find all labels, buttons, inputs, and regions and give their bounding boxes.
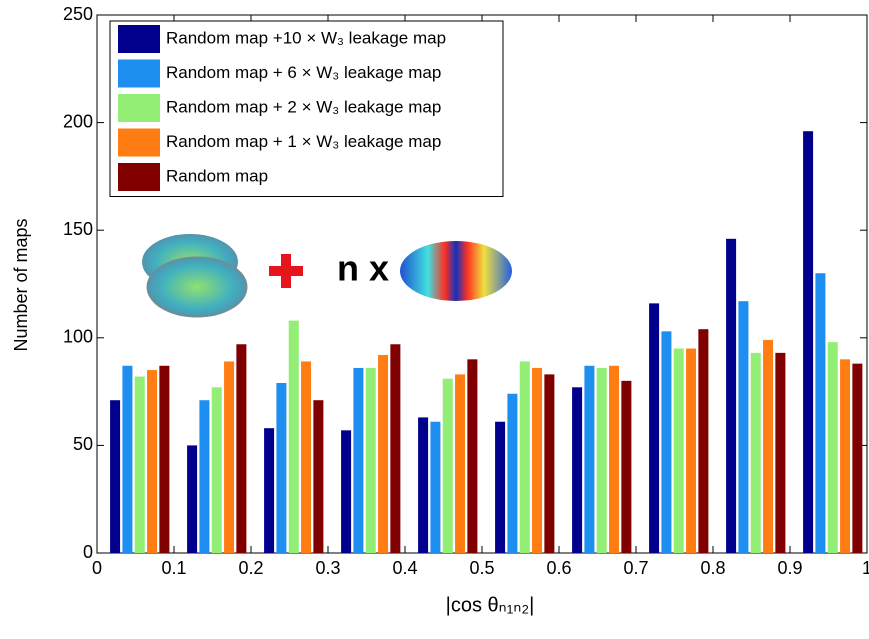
x-tick-label: 0.8 (700, 558, 725, 578)
bar (673, 348, 684, 553)
bar (390, 344, 401, 553)
leakage-map (400, 241, 512, 301)
bar (430, 421, 441, 553)
x-tick-label: 0.7 (623, 558, 648, 578)
bar (852, 363, 863, 553)
bar (609, 365, 620, 553)
bar (211, 387, 222, 553)
bar (378, 355, 389, 553)
bar (455, 374, 466, 553)
legend-box (109, 20, 504, 197)
y-tick-label: 150 (63, 219, 93, 239)
bar (815, 273, 826, 553)
x-tick-label: 0.4 (392, 558, 417, 578)
legend-label: Random map +10 × W₃ leakage map (166, 28, 446, 47)
bar (365, 367, 376, 553)
y-tick-label: 50 (73, 434, 93, 454)
x-tick-label: 0.1 (161, 558, 186, 578)
bar (738, 301, 749, 553)
bar (442, 378, 453, 553)
legend-swatch (118, 94, 160, 122)
bar (532, 367, 543, 553)
x-tick-label: 0.9 (777, 558, 802, 578)
bar (519, 361, 530, 553)
bar (199, 400, 210, 553)
bar (236, 344, 247, 553)
y-tick-label: 100 (63, 327, 93, 347)
bar (572, 387, 583, 553)
bar (134, 376, 145, 553)
legend-swatch (118, 163, 160, 191)
bar (147, 370, 158, 553)
legend-swatch (118, 128, 160, 157)
legend-label: Random map (166, 166, 268, 185)
bar (584, 365, 595, 553)
bar (827, 342, 838, 553)
bar (661, 331, 672, 553)
bar (763, 339, 774, 553)
x-tick-label: 0 (92, 558, 102, 578)
x-tick-label: 0.3 (315, 558, 340, 578)
y-axis-label: Number of maps (11, 218, 31, 351)
annotation: n x (337, 248, 389, 289)
x-axis-label: |cos θₙ₁ₙ₂| (446, 594, 535, 616)
bar (313, 400, 324, 553)
legend-swatch (118, 25, 160, 53)
x-tick-label: 1 (862, 558, 869, 578)
bar (803, 131, 814, 553)
bar (264, 428, 275, 553)
plus-sign (281, 254, 291, 288)
bar (596, 367, 607, 553)
y-tick-label: 250 (63, 4, 93, 24)
y-tick-label: 200 (63, 111, 93, 131)
bar (495, 421, 506, 553)
legend-swatch (118, 59, 160, 88)
inset-illustration: n x (142, 234, 512, 318)
bar (276, 382, 287, 553)
bar (467, 359, 478, 553)
bar (122, 365, 133, 553)
bar (418, 417, 429, 553)
bar (110, 400, 121, 553)
bar (187, 445, 198, 553)
bar (621, 380, 632, 553)
bar (301, 361, 312, 553)
legend-label: Random map + 6 × W₃ leakage map (166, 63, 441, 82)
legend-label: Random map + 2 × W₃ leakage map (166, 97, 441, 116)
bar (726, 238, 737, 554)
bar (698, 329, 709, 553)
bar (649, 303, 660, 553)
y-tick-label: 0 (83, 542, 93, 562)
bar (507, 393, 518, 553)
bar (341, 430, 352, 553)
x-tick-label: 0.2 (238, 558, 263, 578)
bar (288, 320, 299, 553)
bar (353, 367, 364, 553)
x-tick-label: 0.5 (469, 558, 494, 578)
bar (686, 348, 697, 553)
bar (750, 352, 761, 553)
x-tick-label: 0.6 (546, 558, 571, 578)
cmb-map (146, 256, 248, 318)
bar (224, 361, 235, 553)
bar (840, 359, 851, 553)
legend-label: Random map + 1 × W₃ leakage map (166, 132, 441, 151)
bar (159, 365, 170, 553)
bar (544, 374, 555, 553)
bar (775, 352, 786, 553)
